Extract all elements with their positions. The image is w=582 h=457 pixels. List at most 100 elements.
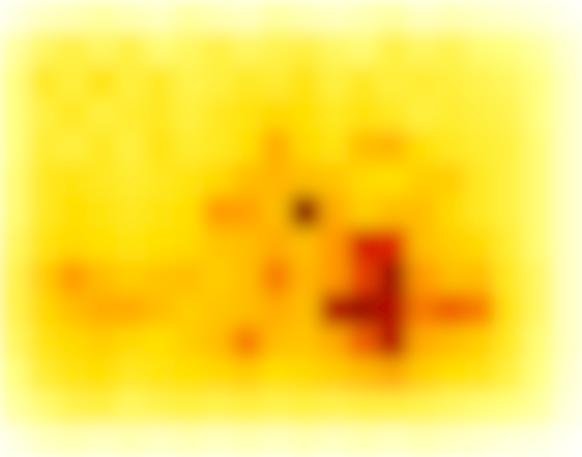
heat-cell (320, 163, 350, 197)
heat-cell (261, 261, 291, 295)
heat-cell (261, 97, 291, 131)
heat-cell (349, 359, 379, 393)
heat-cell (407, 293, 437, 327)
heat-cell (523, 65, 553, 99)
heat-cell (116, 97, 146, 131)
heat-cell (552, 130, 582, 164)
heat-cell (232, 32, 262, 66)
heat-cell (494, 261, 524, 295)
heat-cell (494, 130, 524, 164)
heat-cell (552, 424, 582, 457)
heat-cell (0, 32, 30, 66)
heat-cell (523, 228, 553, 262)
heat-cell (378, 195, 408, 229)
heat-cell (145, 293, 175, 327)
heat-cell (552, 163, 582, 197)
heat-cell (232, 163, 262, 197)
heat-cell (291, 391, 321, 425)
heat-cell (436, 65, 466, 99)
heat-cell (145, 261, 175, 295)
heat-cell (494, 163, 524, 197)
heat-cell (145, 195, 175, 229)
heat-cell (203, 130, 233, 164)
heat-cell (407, 326, 437, 360)
heat-cell (291, 293, 321, 327)
heat-cell (0, 97, 30, 131)
heat-cell (87, 261, 117, 295)
heat-cell (320, 261, 350, 295)
heat-cell (291, 32, 321, 66)
heat-cell (0, 228, 30, 262)
heat-cell (320, 424, 350, 457)
heat-cell (523, 0, 553, 33)
heat-cell (320, 195, 350, 229)
heat-cell (87, 163, 117, 197)
heat-cell (174, 261, 204, 295)
heat-cell (407, 195, 437, 229)
heat-cell (29, 0, 59, 33)
heat-cell (232, 391, 262, 425)
heat-cell (494, 228, 524, 262)
heat-cell (320, 391, 350, 425)
heat-cell (378, 326, 408, 360)
heat-cell (436, 261, 466, 295)
heat-cell (87, 97, 117, 131)
heat-cell (261, 65, 291, 99)
heat-cell (29, 228, 59, 262)
heat-cell (58, 32, 88, 66)
heat-cell (407, 0, 437, 33)
heat-cell (87, 65, 117, 99)
heat-cell (523, 32, 553, 66)
heat-cell (58, 261, 88, 295)
heat-cell (378, 163, 408, 197)
heat-cell (436, 0, 466, 33)
heat-cell (261, 195, 291, 229)
heat-cell (552, 228, 582, 262)
heat-cell (494, 293, 524, 327)
heat-cell (203, 32, 233, 66)
heat-cell (436, 359, 466, 393)
heat-cell (174, 163, 204, 197)
heat-cell (291, 163, 321, 197)
heat-cell (58, 195, 88, 229)
heat-cell (145, 359, 175, 393)
heat-cell (174, 130, 204, 164)
heat-cell (0, 261, 30, 295)
heat-cell (116, 65, 146, 99)
heat-cell (29, 97, 59, 131)
heat-cell (407, 228, 437, 262)
heat-cell (552, 391, 582, 425)
heat-cell (87, 359, 117, 393)
heat-cell (494, 65, 524, 99)
heat-cell (349, 97, 379, 131)
heat-cell (320, 130, 350, 164)
heat-cell (232, 195, 262, 229)
heat-cell (261, 424, 291, 457)
heat-cell (203, 195, 233, 229)
heat-cell (523, 97, 553, 131)
heat-cell (436, 326, 466, 360)
heat-cell (58, 0, 88, 33)
heat-cell (145, 0, 175, 33)
heat-cell (116, 391, 146, 425)
heat-cell (465, 326, 495, 360)
heat-cell (0, 293, 30, 327)
heat-cell (465, 261, 495, 295)
heat-cell (29, 65, 59, 99)
heat-cell (174, 32, 204, 66)
heat-cell (203, 228, 233, 262)
heat-cell (116, 359, 146, 393)
heat-cell (523, 424, 553, 457)
heat-cell (145, 326, 175, 360)
heat-cell (552, 293, 582, 327)
heat-cell (87, 293, 117, 327)
heat-cell (494, 97, 524, 131)
heat-cell (436, 391, 466, 425)
heat-cell (0, 130, 30, 164)
heat-cell (552, 195, 582, 229)
heat-cell (291, 359, 321, 393)
heat-cell (349, 391, 379, 425)
heat-cell (261, 163, 291, 197)
heat-cell (523, 163, 553, 197)
heat-cell (87, 391, 117, 425)
